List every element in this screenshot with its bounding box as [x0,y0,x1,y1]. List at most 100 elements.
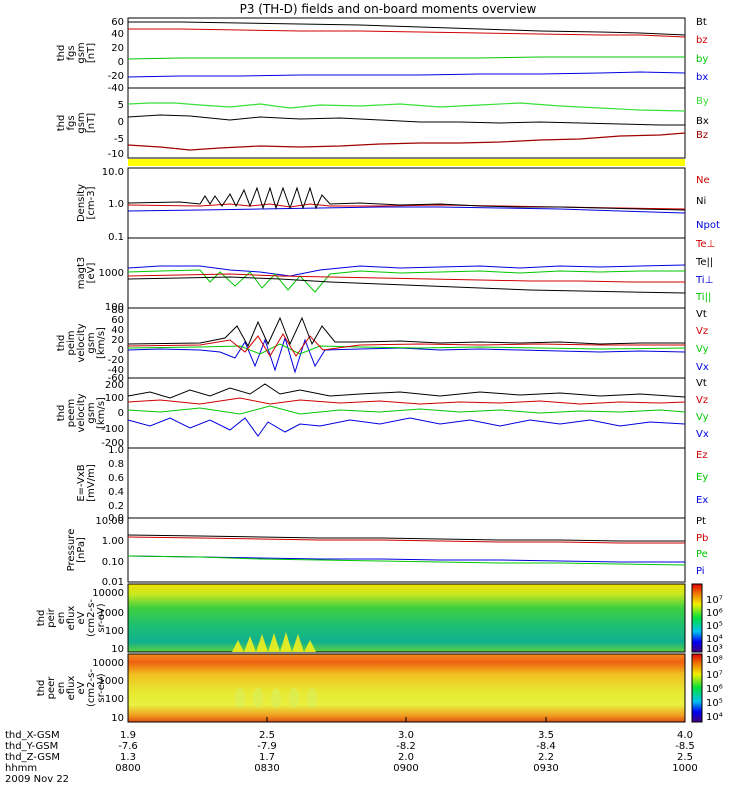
series-bx [127,71,686,78]
panel-2-ytick: 5 [118,100,124,111]
panel-5-ylabel-1: peim [66,330,77,355]
panel-2-ylabel-3: [nT] [86,113,97,133]
panel-1-ylabel-0: thd [56,45,67,62]
panel-9-ylabel-0: thd [36,610,47,627]
panel-8-pressure: Pressure [nPa] 10.00 1.00 0.10 0.01 Pt P… [66,516,708,588]
series-bz [128,28,686,38]
legend-Vz: Vz [696,326,708,337]
series-Ni [127,186,686,211]
panel-5-ylabel-3: gsm [86,332,97,353]
panel-10-ylabel-4: eV [76,681,87,694]
panel-9-ytick: 10000 [92,588,124,599]
y-gsm-value: -8.4 [536,741,556,752]
legend-bz: bz [696,35,708,46]
panel-3-ylabel-1: [cm-3] [86,186,97,219]
panel-6-ytick: 100 [105,393,124,404]
electron-colorbar-tick: 10⁷ [706,670,723,681]
legend-Bz: Bz [696,130,708,141]
ion-colorbar-tick: 10⁴ [706,634,723,645]
panel-9-ylabel-1: peir [46,607,57,627]
panel-8-ylabel-1: [nPa] [76,537,87,563]
panel-7-ytick: 0.2 [108,501,124,512]
legend-Pe: Pe [696,549,708,560]
electron-colorbar-tick: 10⁸ [706,655,723,666]
panel-5-ytick: -20 [108,355,124,366]
series-Bz [127,132,686,151]
panel-10-ylabel-6: sr-eV) [96,673,107,702]
y-gsm-value: -7.6 [118,741,138,752]
series-Vt [127,383,686,399]
panel-10-ytick: 100 [105,694,124,705]
legend-By: By [696,96,709,107]
series-By [127,102,686,112]
panel-6-ylabel-2: velocity [76,393,87,432]
panel-5-ytick: -60 [108,373,124,384]
legend-Ne: Ne [696,175,710,186]
series-Vx [127,417,686,437]
panel-10-ylabel-3: eflux [66,676,77,701]
panel-3-ytick: 1.0 [108,199,124,210]
panel-6-ytick: -100 [101,424,124,435]
legend-Vx: Vx [696,429,709,440]
legend-Bx: Bx [696,116,709,127]
panel-1-ylabel-3: [nT] [86,43,97,63]
panel-1-ytick: -40 [108,83,124,94]
panel-10-ylabel-1: peer [46,676,57,700]
panel-1-fgs-gsm: thd fgs gsm [nT] 60 40 20 0 -20 -40 Bt b… [56,17,708,94]
x-gsm-value: 4.0 [677,730,693,741]
panel-2-ytick: -5 [114,134,124,145]
panel-7-ytick: 0.4 [108,487,124,498]
panel-3-ylabel-0: Density [76,184,87,222]
panel-6-ytick: 0 [118,408,124,419]
panel-2-fgs-gsm: thd fgs gsm [nT] 5 0 -5 -10 By Bx Bz [56,87,709,160]
legend-Vx: Vx [696,362,709,373]
x-gsm-value: 3.0 [398,730,414,741]
ion-colorbar-tick: 10⁵ [706,621,723,632]
panel-6-ytick: -200 [101,438,124,449]
legend-bx: bx [696,72,708,83]
panel-5-ytick: 0 [118,345,124,356]
panel-9-ylabel-3: eflux [66,606,77,631]
x-axis-ephemeris: thd_X-GSM thd_Y-GSM thd_Z-GSM hhmm 2009 … [5,730,698,785]
panel-8-ytick: 0.10 [102,557,124,568]
electron-colorbar-tick: 10⁶ [706,684,723,695]
series-Pe [127,555,686,566]
legend-Vz: Vz [696,395,708,406]
legend-Vy: Vy [696,344,709,355]
x-axis-ticks [127,717,686,722]
legend-Pt: Pt [696,516,706,527]
panel-9-ytick: 10 [111,644,124,655]
row-label-hhmm: hhmm [5,763,37,774]
panel-6-ylabel-3: gsm [86,402,97,423]
panel-4-temperature: magt3 [eV] 1000 100 Te⊥ Te|| Ti⊥ Ti|| [76,237,715,313]
legend-Vy: Vy [696,412,709,423]
panel-5-ytick: 60 [111,315,124,326]
separator-bar [128,159,685,166]
z-gsm-value: 1.7 [259,752,275,763]
panel-8-ytick: 1.00 [102,536,124,547]
legend-Npot: Npot [696,220,720,231]
panel-10-ylabel-0: thd [36,680,47,697]
z-gsm-value: 1.3 [120,752,136,763]
panel-6-ylabel-0: thd [56,405,67,422]
panel-7-ytick: 0.8 [108,459,124,470]
panel-1-ytick: 0 [118,57,124,68]
series-Ti-perp [127,264,686,277]
legend-Ti-perp: Ti⊥ [695,275,713,286]
panel-10-ytick: 10 [111,713,124,724]
ion-colorbar-tick: 10⁷ [706,595,723,606]
panel-8-ytick: 10.00 [95,516,124,527]
panel-6-ylabel-1: peem [66,399,77,427]
legend-Ez: Ez [696,450,708,461]
series-Vt [127,316,685,348]
series-Pt [127,534,685,542]
panel-4-ytick: 1000 [99,268,124,279]
panel-9-ytick: 100 [105,626,124,637]
panel-2-ytick: 0 [118,117,124,128]
legend-Te-par: Te|| [695,257,713,268]
panel-4-ylabel-0: magt3 [76,257,87,290]
hhmm-value: 0930 [533,763,558,774]
hhmm-value: 0800 [115,763,140,774]
ion-colorbar-tick: 10³ [706,644,723,655]
electron-colorbar-tick: 10⁴ [706,712,723,723]
